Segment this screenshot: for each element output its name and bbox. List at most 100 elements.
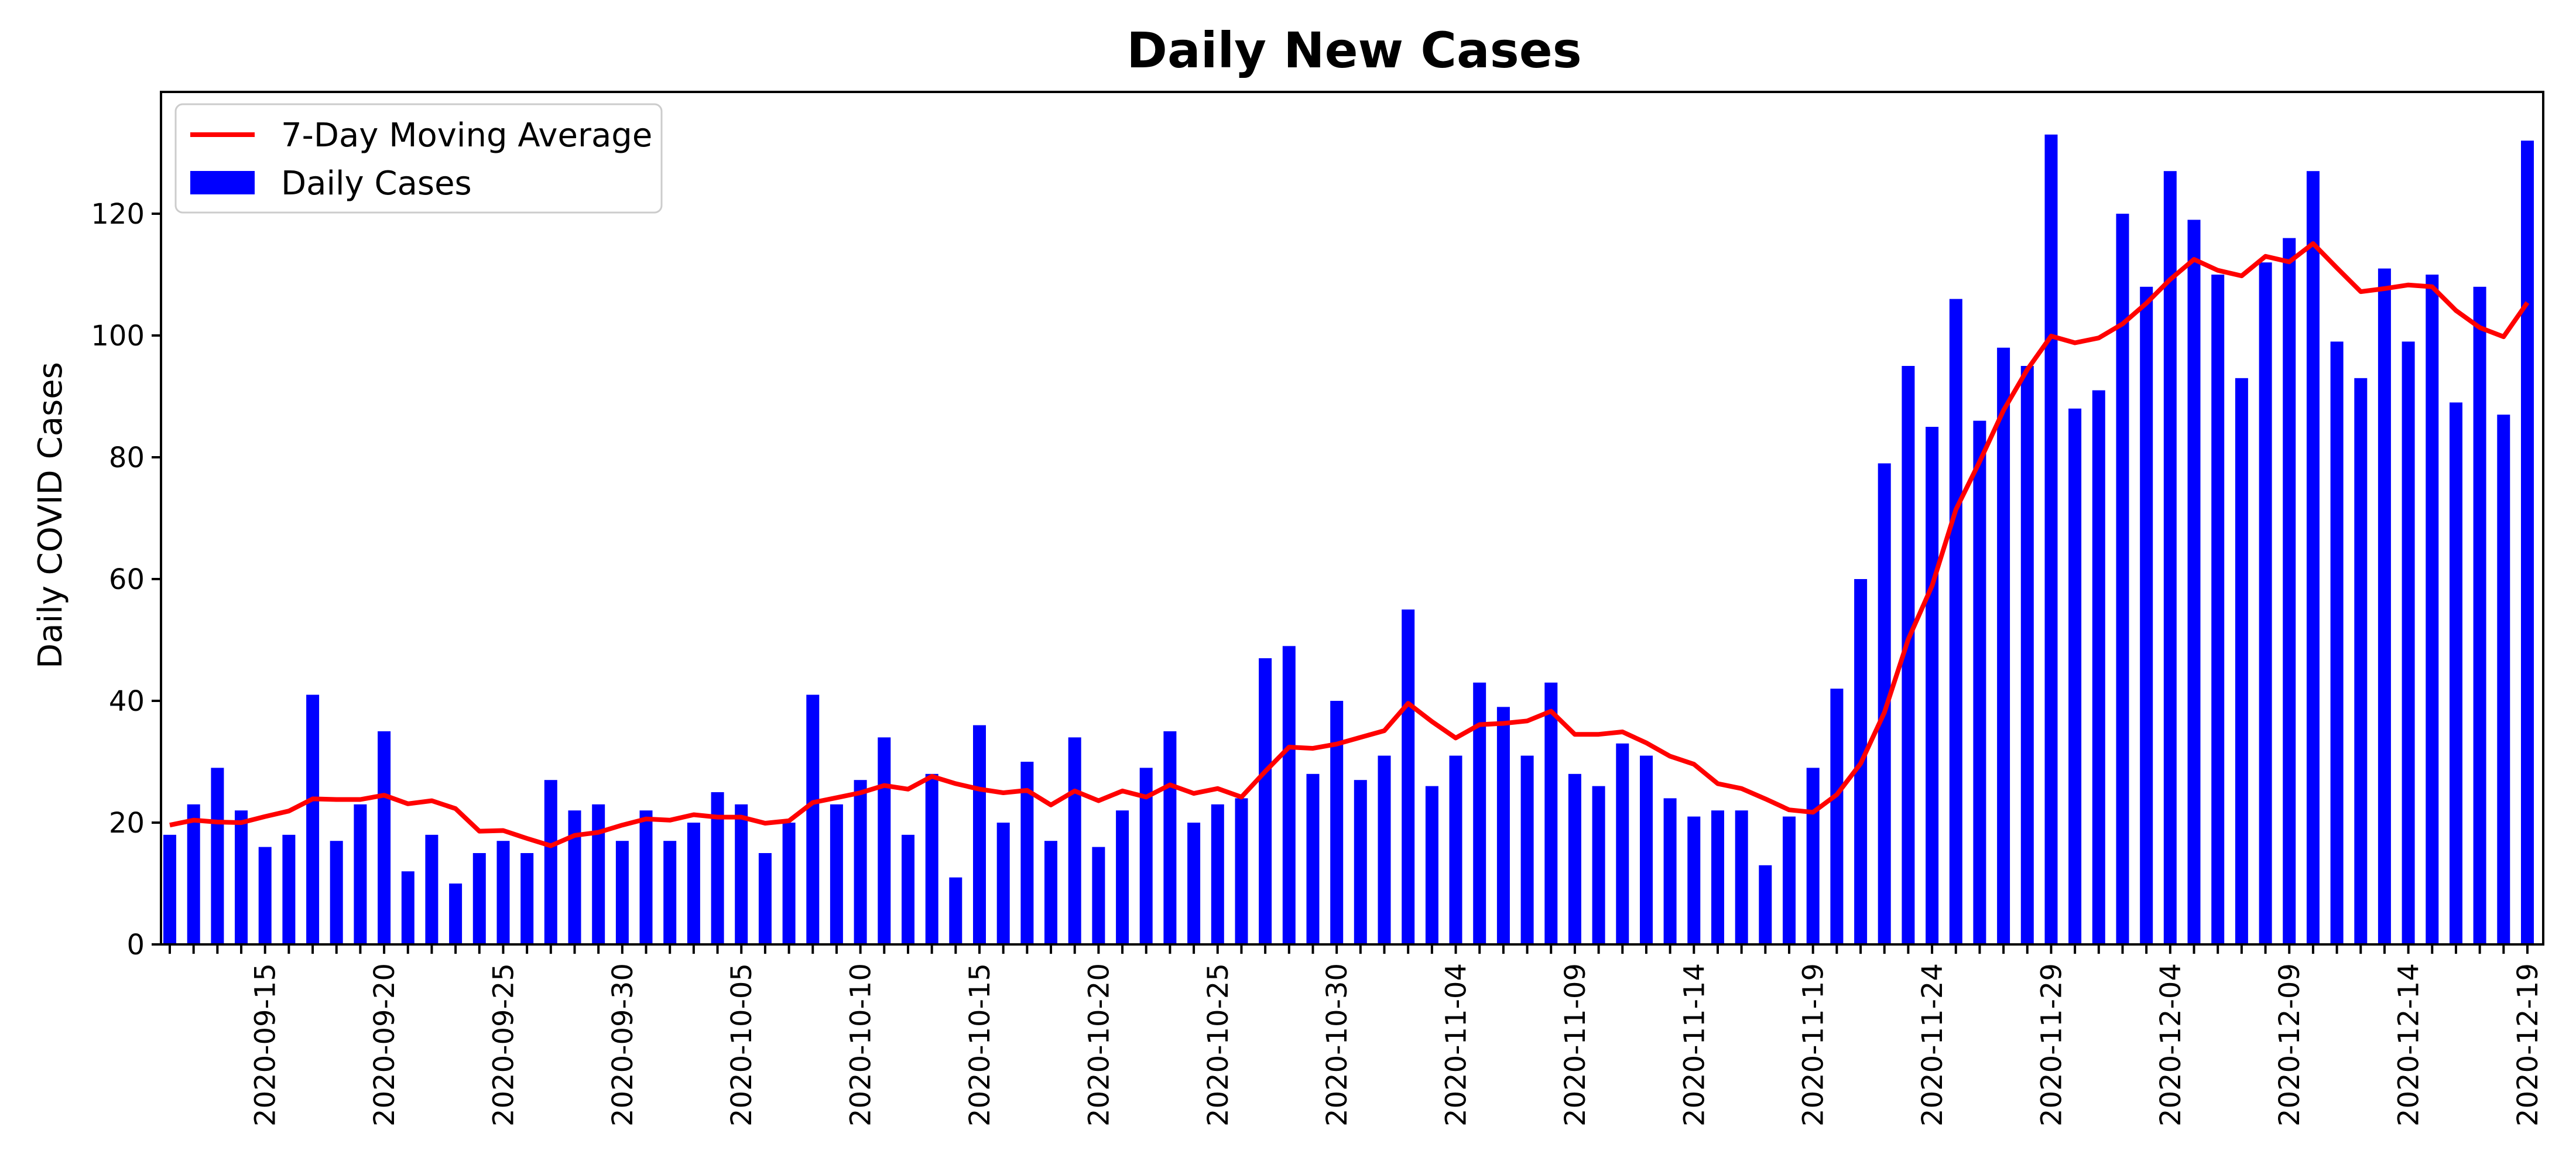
x-tick-label: 2020-11-19: [1797, 963, 1830, 1127]
bar: [878, 737, 891, 944]
bar: [1068, 737, 1081, 944]
bar: [1663, 798, 1677, 944]
bar: [2092, 390, 2105, 944]
plot-frame: [160, 91, 2544, 946]
bar: [2259, 262, 2272, 945]
bar: [806, 694, 820, 944]
legend-box: [174, 103, 663, 214]
bar: [235, 810, 248, 944]
bar: [1973, 420, 1986, 944]
x-tick-label: 2020-11-24: [1916, 963, 1949, 1127]
bar: [735, 804, 748, 944]
bar: [1759, 865, 1772, 944]
x-tick-label: 2020-10-25: [1202, 963, 1235, 1127]
y-tick-label: 40: [109, 685, 145, 718]
bar: [187, 804, 200, 944]
y-tick-label: 80: [109, 441, 145, 474]
bar: [1211, 804, 1224, 944]
bar: [1020, 762, 1034, 944]
bar: [354, 804, 367, 944]
bar: [2283, 238, 2296, 945]
bar: [1640, 755, 1653, 944]
bar: [2306, 171, 2320, 945]
bar: [687, 823, 700, 944]
bar: [2450, 402, 2462, 944]
bar: [1330, 701, 1344, 944]
bar: [1997, 347, 2010, 944]
bar: [2116, 214, 2129, 944]
bar: [1711, 810, 1724, 944]
bar: [2163, 171, 2177, 945]
bar: [2020, 366, 2034, 944]
bar: [520, 853, 534, 944]
bar: [544, 780, 557, 944]
bar: [2426, 275, 2439, 944]
bar: [1282, 646, 1296, 944]
x-tick-label: 2020-09-20: [368, 963, 401, 1127]
bar: [2497, 415, 2510, 944]
x-tick-label: 2020-09-15: [249, 963, 282, 1127]
bar: [401, 871, 415, 944]
bar: [1806, 768, 1820, 944]
bar: [1830, 689, 1844, 944]
bar: [1306, 773, 1320, 944]
y-tick-label: 20: [109, 807, 145, 840]
x-tick-label: 2020-10-20: [1083, 963, 1115, 1127]
bar: [758, 853, 772, 944]
moving-average-line: [169, 241, 2530, 848]
bar: [2354, 378, 2368, 944]
x-tick-label: 2020-11-09: [1559, 963, 1592, 1127]
bar: [1354, 780, 1367, 944]
bar: [1520, 755, 1534, 944]
bar: [711, 792, 724, 944]
bar: [1902, 366, 1915, 944]
bar: [2044, 134, 2058, 944]
bar: [282, 834, 296, 944]
y-tick-label: 100: [91, 320, 145, 352]
bar: [449, 884, 463, 944]
bar: [1544, 682, 1558, 944]
bar: [1783, 816, 1796, 944]
x-tick-label: 2020-11-14: [1678, 963, 1711, 1127]
bar: [854, 780, 867, 944]
y-tick-label: 60: [109, 563, 145, 596]
bar: [1878, 463, 1891, 944]
bar: [925, 773, 938, 944]
legend-bar-swatch: [190, 171, 255, 194]
bar: [1402, 610, 1415, 944]
x-tick-label: 2020-10-10: [845, 963, 878, 1127]
bar: [2068, 408, 2082, 944]
bar: [1949, 299, 1962, 945]
x-axis: 2020-09-15 2020-09-20 2020-09-25 2020-09-30…: [169, 944, 2544, 1127]
bar: [902, 834, 914, 944]
x-tick-label: 2020-12-14: [2393, 963, 2426, 1127]
bar: [1496, 707, 1510, 944]
bar: [1425, 786, 1438, 944]
bar: [1139, 768, 1153, 944]
bar-series: [163, 134, 2534, 945]
bar: [378, 731, 391, 944]
bar: [2378, 268, 2391, 945]
bar: [830, 804, 843, 944]
x-tick-label: 2020-12-19: [2512, 963, 2544, 1127]
legend: 7-Day Moving Average Daily Cases: [174, 103, 663, 214]
legend-label-daily-cases: Daily Cases: [281, 165, 472, 203]
x-tick-label: 2020-09-25: [488, 963, 520, 1127]
x-tick-label: 2020-11-04: [1440, 963, 1473, 1127]
bar: [163, 834, 176, 944]
bar: [2402, 341, 2415, 944]
bar: [1449, 755, 1462, 944]
legend-label-moving-average: 7-Day Moving Average: [281, 117, 652, 155]
bar: [1235, 798, 1248, 944]
bar: [782, 823, 796, 944]
bar: [949, 877, 962, 944]
x-tick-label: 2020-12-09: [2273, 963, 2306, 1127]
moving-average-series: [169, 241, 2530, 848]
bar: [663, 841, 677, 944]
bar: [258, 847, 272, 944]
y-axis-label: Daily COVID Cases: [32, 362, 70, 669]
bar: [1116, 810, 1129, 944]
bar: [2330, 341, 2344, 944]
bar: [1163, 731, 1177, 944]
